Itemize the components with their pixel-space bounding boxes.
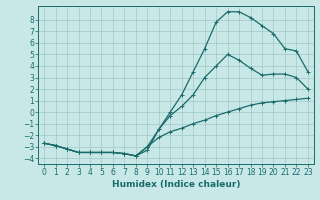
X-axis label: Humidex (Indice chaleur): Humidex (Indice chaleur)	[112, 180, 240, 189]
